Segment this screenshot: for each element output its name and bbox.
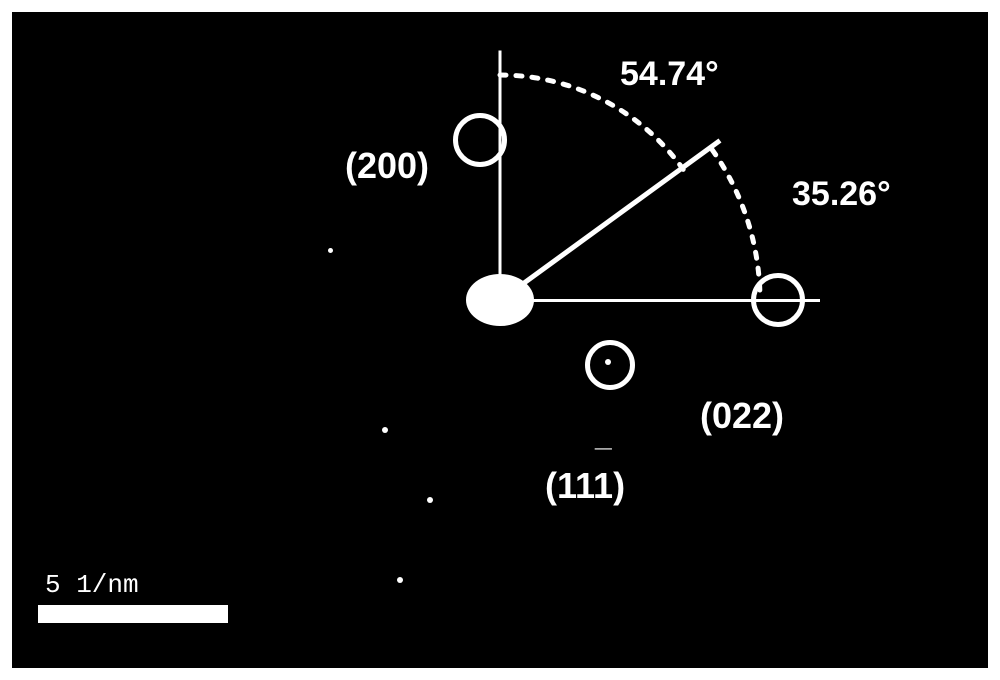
hkl-label-200: (200) — [345, 145, 429, 187]
diffraction-spot — [397, 577, 403, 583]
angle-label-54: 54.74° — [620, 55, 719, 94]
diffraction-spot — [427, 497, 433, 503]
ring-200 — [453, 113, 507, 167]
ring-111 — [585, 340, 635, 390]
hkl-label-111: (111) — [545, 465, 625, 507]
ring-022 — [751, 273, 805, 327]
diffraction-spot — [382, 427, 388, 433]
overbar-mark: _ — [595, 420, 612, 454]
scalebar-label: 5 1/nm — [45, 570, 139, 600]
diffraction-spot — [605, 359, 611, 365]
diffraction-spot — [328, 248, 333, 253]
angle-label-35: 35.26° — [792, 175, 891, 214]
hkl-label-022: (022) — [700, 395, 784, 437]
arc-lower — [0, 0, 1000, 680]
scalebar — [38, 605, 228, 623]
